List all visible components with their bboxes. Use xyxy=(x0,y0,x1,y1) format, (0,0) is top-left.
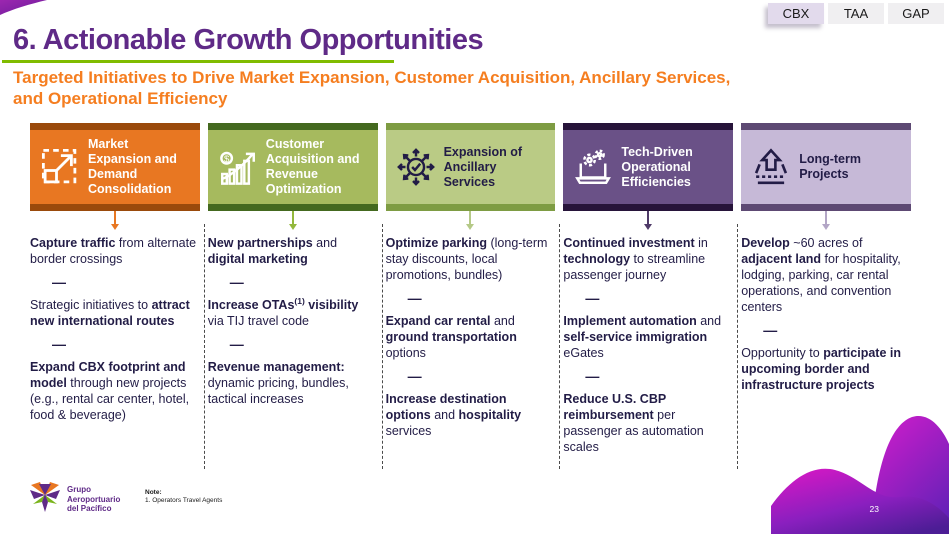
revenue-growth-icon: $ xyxy=(217,146,259,188)
column-title: Market Expansion and Demand Consolidatio… xyxy=(88,137,177,196)
item-separator: — xyxy=(52,274,66,290)
initiative-item: New partnerships and digital marketing xyxy=(207,236,338,266)
header-top-bar xyxy=(385,123,556,130)
item-separator: — xyxy=(407,290,422,306)
column-body-tech-efficiencies: Continued investment in technology to st… xyxy=(563,232,733,455)
company-logo-text: Grupo Aeroportuario del Pacífico xyxy=(67,485,121,514)
initiative-item: Develop ~60 acres of adjacent land for h… xyxy=(741,236,901,314)
header-top-bar xyxy=(30,123,200,130)
header-top-bar xyxy=(741,123,911,130)
connector-arrow xyxy=(208,211,378,232)
column-title: Long-term Projects xyxy=(799,152,861,181)
column-ancillary-services: Expansion of Ancillary Services Optimize … xyxy=(385,123,561,469)
laptop-gears-icon xyxy=(572,146,614,188)
column-header-customer-acquisition: $ Customer Acquisition and Revenue Optimi… xyxy=(207,123,378,211)
column-header-market-expansion: Market Expansion and Demand Consolidatio… xyxy=(30,123,200,211)
column-title: Customer Acquisition and Revenue Optimiz… xyxy=(265,137,360,196)
initiative-item: Increase OTAs(1) visibility via TIJ trav… xyxy=(207,295,359,328)
item-separator: — xyxy=(407,368,422,384)
initiative-item: Strategic initiatives to attract new int… xyxy=(30,298,190,328)
connector-arrow xyxy=(563,211,733,232)
initiative-item: Capture traffic from alternate border cr… xyxy=(30,236,197,266)
column-title: Expansion of Ancillary Services xyxy=(443,144,523,189)
initiative-item: Implement automation and self-service im… xyxy=(563,314,722,360)
column-body-long-term-projects: Develop ~60 acres of adjacent land for h… xyxy=(741,232,911,393)
column-divider xyxy=(203,224,205,469)
long-term-projects-icon xyxy=(750,146,792,188)
header-bottom-bar xyxy=(741,204,911,211)
header-top-bar xyxy=(207,123,378,130)
columns-row: Market Expansion and Demand Consolidatio… xyxy=(30,123,911,469)
footnote-text: 1. Operators Travel Agents xyxy=(145,497,223,504)
footnote: Note: 1. Operators Travel Agents xyxy=(145,489,222,505)
initiative-item: Continued investment in technology to st… xyxy=(563,236,708,282)
column-market-expansion: Market Expansion and Demand Consolidatio… xyxy=(30,123,205,469)
gap-star-icon xyxy=(29,481,61,518)
column-title: Tech-Driven Operational Efficiencies xyxy=(621,144,693,189)
header-bottom-bar xyxy=(563,204,734,211)
item-separator: — xyxy=(763,322,778,338)
initiative-item: Expand car rental and ground transportat… xyxy=(385,314,517,360)
initiative-item: Expand CBX footprint and model through n… xyxy=(30,360,190,422)
ancillary-expansion-icon xyxy=(395,146,437,188)
connector-arrow xyxy=(30,211,200,232)
column-body-market-expansion: Capture traffic from alternate border cr… xyxy=(30,232,200,423)
corner-wave-decoration xyxy=(0,0,47,15)
svg-text:$: $ xyxy=(224,154,230,165)
expand-demand-icon xyxy=(39,146,81,188)
column-tech-efficiencies: Tech-Driven Operational Efficiencies Cont… xyxy=(563,123,739,469)
company-logo: Grupo Aeroportuario del Pacífico xyxy=(29,481,120,518)
header-bottom-bar xyxy=(30,204,200,211)
column-header-ancillary-services: Expansion of Ancillary Services xyxy=(385,123,556,211)
initiative-item: Opportunity to participate in upcoming b… xyxy=(741,346,901,392)
page-title: 6. Actionable Growth Opportunities xyxy=(13,24,484,56)
column-divider xyxy=(559,224,561,469)
tab-gap[interactable]: GAP xyxy=(888,3,944,24)
column-divider xyxy=(381,224,383,469)
column-divider xyxy=(737,224,739,469)
initiative-item: Increase destination options and hospita… xyxy=(385,392,522,438)
header-bottom-bar xyxy=(385,204,556,211)
initiative-item: Reduce U.S. CBP reimbursement per passen… xyxy=(563,392,704,454)
header-bottom-bar xyxy=(207,204,378,211)
subtitle-line-2: and Operational Efficiency xyxy=(13,89,228,108)
initiative-item: Revenue management: dynamic pricing, bun… xyxy=(207,360,349,406)
initiative-item: Optimize parking (long-term stay discoun… xyxy=(385,236,548,282)
item-separator: — xyxy=(229,336,244,352)
column-long-term-projects: Long-term Projects Develop ~60 acres of a… xyxy=(741,123,911,455)
item-separator: — xyxy=(585,290,600,306)
item-separator: — xyxy=(52,336,66,352)
column-body-ancillary-services: Optimize parking (long-term stay discoun… xyxy=(386,232,556,439)
title-underline xyxy=(2,60,394,63)
tab-taa[interactable]: TAA xyxy=(828,3,884,24)
entity-tabs: CBX TAA GAP xyxy=(768,3,944,24)
column-customer-acquisition: $ Customer Acquisition and Revenue Optimi… xyxy=(207,123,383,469)
connector-arrow xyxy=(386,211,556,232)
page-subtitle: Targeted Initiatives to Drive Market Exp… xyxy=(13,67,730,109)
header-top-bar xyxy=(563,123,734,130)
column-header-tech-efficiencies: Tech-Driven Operational Efficiencies xyxy=(563,123,734,211)
connector-arrow xyxy=(741,211,911,232)
page-number: 23 xyxy=(869,504,879,514)
item-separator: — xyxy=(585,368,600,384)
column-body-customer-acquisition: New partnerships and digital marketing — I… xyxy=(208,232,378,407)
column-header-long-term-projects: Long-term Projects xyxy=(741,123,911,211)
tab-cbx[interactable]: CBX xyxy=(768,3,824,24)
item-separator: — xyxy=(229,274,244,290)
subtitle-line-1: Targeted Initiatives to Drive Market Exp… xyxy=(13,68,731,87)
footnote-label: Note: xyxy=(145,489,162,496)
